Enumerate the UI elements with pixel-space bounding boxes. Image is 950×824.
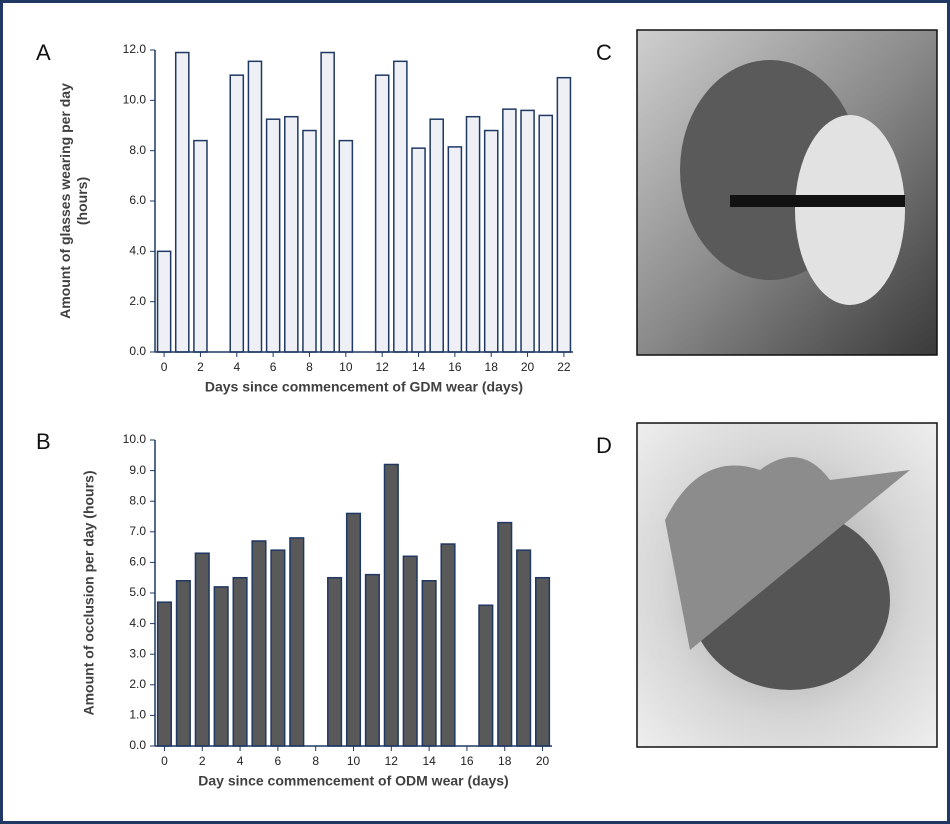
bar (338, 139, 354, 353)
x-tick-label: 2 (197, 360, 204, 374)
x-tick-label: 10 (339, 360, 353, 374)
y-tick-label: 7.0 (129, 524, 146, 538)
x-tick-label: 4 (233, 360, 240, 374)
bar (374, 74, 390, 353)
bar (411, 147, 426, 353)
bar (393, 60, 408, 353)
bar (174, 51, 190, 353)
panel-label: D (596, 433, 612, 458)
bar (364, 573, 380, 747)
y-tick-label: 0.0 (129, 738, 146, 752)
bar (320, 51, 335, 353)
bar (520, 109, 535, 353)
y-tick-label: 1.0 (129, 708, 146, 722)
x-tick-label: 8 (306, 360, 313, 374)
x-tick-label: 14 (412, 360, 426, 374)
bar (502, 108, 517, 353)
y-tick-label: 9.0 (129, 463, 146, 477)
x-axis-label: Days since commencement of GDM wear (day… (205, 379, 523, 395)
bar (194, 552, 210, 747)
bar (556, 76, 572, 353)
panel-label: C (596, 40, 612, 65)
photo-c-glasses (730, 195, 905, 207)
bar (156, 601, 173, 747)
x-tick-label: 6 (275, 754, 282, 768)
y-tick-label: 2.0 (129, 294, 146, 308)
y-tick-label: 8.0 (129, 143, 146, 157)
bar (270, 549, 286, 747)
x-tick-label: 18 (498, 754, 512, 768)
y-tick-label: 12.0 (123, 42, 147, 56)
y-tick-label: 6.0 (129, 193, 146, 207)
bar (284, 115, 299, 353)
y-tick-label: 0.0 (129, 344, 146, 358)
bar (302, 129, 317, 353)
x-tick-label: 8 (312, 754, 319, 768)
bar (402, 555, 418, 747)
bar (478, 604, 494, 747)
y-axis-label: Amount of occlusion per day (hours) (81, 470, 97, 715)
x-tick-label: 0 (161, 754, 168, 768)
y-tick-label: 8.0 (129, 493, 146, 507)
y-tick-label: 6.0 (129, 555, 146, 569)
bar (429, 118, 444, 353)
x-axis-label: Day since commencement of ODM wear (days… (198, 773, 508, 789)
photo-d-flap (665, 457, 910, 650)
y-tick-label: 10.0 (123, 93, 147, 107)
x-tick-label: 16 (460, 754, 474, 768)
bar (534, 576, 551, 747)
x-tick-label: 4 (237, 754, 244, 768)
y-axis-label: (hours) (74, 177, 90, 225)
bar (213, 586, 229, 747)
panel-label: A (36, 40, 51, 65)
bar (193, 139, 208, 353)
bar (440, 543, 456, 747)
y-tick-label: 4.0 (129, 244, 146, 258)
bar (483, 129, 499, 353)
x-tick-label: 14 (422, 754, 436, 768)
x-tick-label: 12 (375, 360, 389, 374)
x-tick-label: 0 (161, 360, 168, 374)
x-tick-label: 10 (347, 754, 361, 768)
x-tick-label: 22 (557, 360, 571, 374)
x-tick-label: 6 (270, 360, 277, 374)
y-tick-label: 4.0 (129, 616, 146, 630)
y-tick-label: 3.0 (129, 646, 146, 660)
y-tick-label: 10.0 (123, 432, 147, 446)
x-tick-label: 18 (485, 360, 499, 374)
bar (247, 60, 263, 353)
bar (465, 115, 481, 353)
y-tick-label: 2.0 (129, 677, 146, 691)
bar (447, 146, 463, 353)
x-tick-label: 16 (448, 360, 462, 374)
x-tick-label: 2 (199, 754, 206, 768)
bar (265, 118, 281, 353)
x-tick-label: 20 (536, 754, 550, 768)
y-axis-label: Amount of glasses wearing per day (57, 83, 73, 319)
x-tick-label: 12 (385, 754, 399, 768)
bar (251, 540, 267, 747)
x-tick-label: 20 (521, 360, 535, 374)
panel-label: B (36, 429, 51, 454)
y-tick-label: 5.0 (129, 585, 146, 599)
bar (497, 521, 513, 747)
bar (229, 74, 245, 353)
bar (156, 250, 172, 353)
bar (345, 512, 362, 747)
bar (232, 576, 248, 747)
bar (516, 549, 532, 747)
bar (383, 463, 399, 747)
bar (289, 537, 305, 747)
bar (327, 576, 343, 747)
photo-c-face (795, 115, 905, 305)
bar (538, 114, 554, 353)
bar (175, 580, 191, 747)
bar (421, 580, 437, 747)
